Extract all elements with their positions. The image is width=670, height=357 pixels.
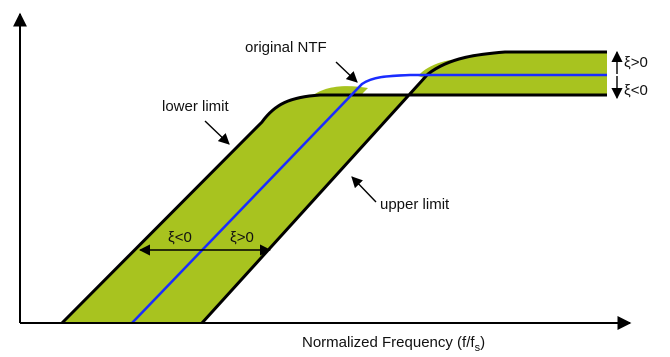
original-ntf-pointer <box>335 61 358 83</box>
original-ntf-label: original NTF <box>245 39 327 56</box>
upper-limit-label: upper limit <box>380 196 450 213</box>
lower-limit-label: lower limit <box>162 98 230 115</box>
x-axis-label: Normalized Frequency (f/fs) <box>302 334 485 354</box>
xi-neg-slope-label: ξ<0 <box>168 229 192 246</box>
x-axis-label-main: Normalized Frequency (f/f <box>302 334 475 351</box>
lower-limit-pointer <box>204 120 230 145</box>
upper-limit-curve <box>200 50 607 325</box>
original-ntf-curve <box>131 73 607 324</box>
xi-pos-slope-label: ξ>0 <box>230 229 254 246</box>
lower-limit-curve <box>60 93 607 325</box>
xi-neg-right-label: ξ<0 <box>624 82 648 99</box>
x-axis-label-sub: s <box>475 342 481 354</box>
x-axis-label-close: ) <box>480 334 485 351</box>
upper-limit-pointer <box>351 176 377 203</box>
xi-pos-right-label: ξ>0 <box>624 54 648 71</box>
